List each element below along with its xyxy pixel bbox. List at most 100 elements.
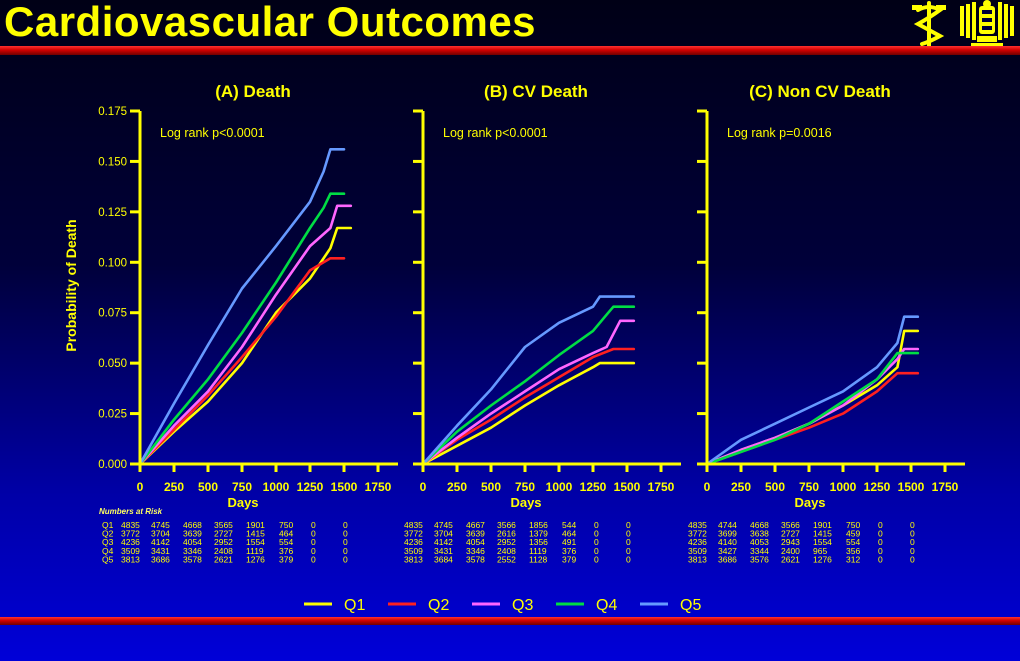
y-axis-label: Probability of Death <box>63 219 79 351</box>
risk-table-cell: 0 <box>626 546 631 556</box>
x-tick-label: 1750 <box>648 480 675 494</box>
risk-table-cell: 1119 <box>529 546 547 556</box>
x-tick-label: 0 <box>704 480 711 494</box>
risk-table-cell: 0 <box>343 546 348 556</box>
eagle-emblem-icon <box>960 0 1014 48</box>
x-tick-label: 500 <box>198 480 218 494</box>
series-line-q2 <box>138 256 346 466</box>
series-line-q1 <box>421 361 636 466</box>
numbers-at-risk-title: Numbers at Risk <box>99 507 163 516</box>
y-tick-label: 0.125 <box>98 207 127 219</box>
x-tick-label: 1750 <box>932 480 959 494</box>
risk-table-cell: 2400 <box>781 546 800 556</box>
legend-label-q3: Q3 <box>512 597 533 614</box>
risk-table-cell: 0 <box>594 554 599 564</box>
risk-table-cell: 2727 <box>781 529 800 539</box>
risk-table-cell: 3346 <box>183 546 202 556</box>
risk-row-label: Q3 <box>102 537 114 547</box>
x-tick-label: 500 <box>765 480 785 494</box>
risk-table-cell: 376 <box>562 546 576 556</box>
risk-table-cell: 0 <box>594 529 599 539</box>
risk-table-cell: 3684 <box>434 554 453 564</box>
risk-table-cell: 4835 <box>404 520 423 530</box>
risk-table-cell: 1128 <box>529 554 548 564</box>
log-rank-annotation: Log rank p<0.0001 <box>443 126 548 140</box>
risk-table-cell: 3566 <box>781 520 800 530</box>
risk-table-cell: 3427 <box>718 546 737 556</box>
x-tick-label: 750 <box>232 480 252 494</box>
legend-label-q2: Q2 <box>428 597 449 614</box>
risk-table-cell: 965 <box>813 546 827 556</box>
risk-table-cell: 0 <box>878 554 883 564</box>
risk-table-cell: 0 <box>626 537 631 547</box>
x-tick-label: 1750 <box>365 480 392 494</box>
x-tick-label: 250 <box>164 480 184 494</box>
y-tick-label: 0.075 <box>98 308 127 320</box>
risk-table-cell: 4236 <box>404 537 423 547</box>
risk-table-cell: 4140 <box>718 537 737 547</box>
risk-table-cell: 0 <box>594 520 599 530</box>
y-tick-label: 0.050 <box>98 358 127 370</box>
risk-table-cell: 0 <box>878 529 883 539</box>
risk-table-cell: 544 <box>562 520 576 530</box>
caduceus-logo-icon <box>912 1 946 49</box>
risk-table-cell: 2952 <box>214 537 233 547</box>
risk-table-cell: 1119 <box>246 546 264 556</box>
risk-table-cell: 3772 <box>121 529 140 539</box>
risk-table-cell: 376 <box>279 546 293 556</box>
risk-table-cell: 1901 <box>813 520 832 530</box>
risk-table-cell: 1415 <box>813 529 832 539</box>
risk-table-cell: 379 <box>279 554 293 564</box>
risk-table-cell: 0 <box>626 529 631 539</box>
risk-table-cell: 3638 <box>750 529 769 539</box>
risk-table-cell: 0 <box>878 520 883 530</box>
risk-table-cell: 0 <box>343 554 348 564</box>
x-tick-label: 1250 <box>297 480 324 494</box>
risk-table-cell: 3578 <box>183 554 202 564</box>
risk-table-cell: 0 <box>910 546 915 556</box>
chart-title: (A) Death <box>215 82 291 101</box>
risk-table-cell: 3566 <box>497 520 516 530</box>
risk-table-cell: 0 <box>910 554 915 564</box>
risk-table-cell: 2552 <box>497 554 516 564</box>
risk-table-cell: 0 <box>910 520 915 530</box>
risk-table-cell: 464 <box>562 529 576 539</box>
risk-table-cell: 4236 <box>688 537 707 547</box>
risk-table-cell: 4835 <box>688 520 707 530</box>
x-axis-label: Days <box>227 495 258 510</box>
risk-table-cell: 0 <box>626 520 631 530</box>
risk-table-cell: 554 <box>846 537 860 547</box>
risk-table-cell: 1276 <box>813 554 832 564</box>
legend-label-q4: Q4 <box>596 597 617 614</box>
log-rank-annotation: Log rank p=0.0016 <box>727 126 832 140</box>
series-line-q1 <box>138 226 353 466</box>
x-axis-label: Days <box>510 495 541 510</box>
x-tick-label: 750 <box>799 480 819 494</box>
x-tick-label: 0 <box>420 480 427 494</box>
risk-table-cell: 0 <box>910 537 915 547</box>
risk-table-cell: 4236 <box>121 537 140 547</box>
log-rank-annotation: Log rank p<0.0001 <box>160 126 265 140</box>
risk-table-cell: 2952 <box>497 537 516 547</box>
risk-table-cell: 3699 <box>718 529 737 539</box>
risk-table-cell: 3639 <box>183 529 202 539</box>
risk-table-cell: 1276 <box>246 554 265 564</box>
chart-panel-2: (B) CV Death Log rank p<0.0001 0 250 500 750 1… <box>404 82 681 564</box>
series-line-q2 <box>421 347 636 466</box>
risk-table-cell: 750 <box>846 520 860 530</box>
risk-table-cell: 3686 <box>718 554 737 564</box>
footer-divider-bar <box>0 617 1020 625</box>
x-tick-label: 250 <box>731 480 751 494</box>
risk-table-cell: 1379 <box>529 529 548 539</box>
risk-table-cell: 3346 <box>466 546 485 556</box>
risk-table-cell: 3509 <box>404 546 423 556</box>
risk-row-label: Q1 <box>102 520 114 530</box>
risk-table-cell: 4745 <box>151 520 170 530</box>
risk-table-cell: 4054 <box>183 537 202 547</box>
risk-table-cell: 4667 <box>466 520 485 530</box>
risk-table-cell: 0 <box>311 520 316 530</box>
risk-table-cell: 4053 <box>750 537 769 547</box>
risk-table-cell: 0 <box>878 546 883 556</box>
series-line-q4 <box>138 192 346 466</box>
